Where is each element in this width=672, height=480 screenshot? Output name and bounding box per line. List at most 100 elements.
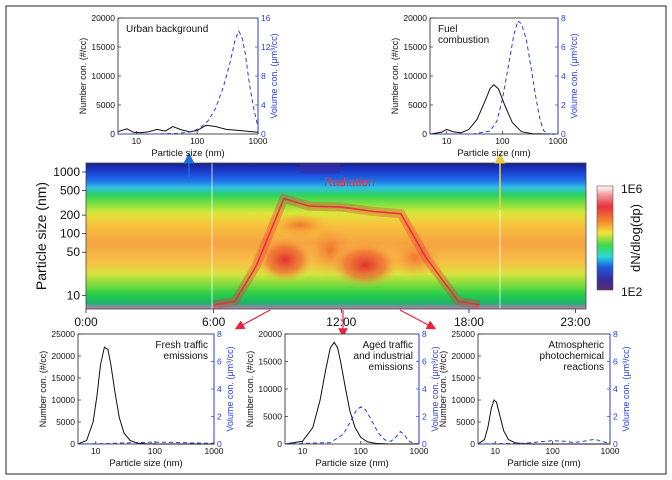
inset-right-tick-label: 6 xyxy=(217,357,222,367)
inset-frame xyxy=(429,17,559,135)
inset-right-axis-label: Volume con. (μm³/cc) xyxy=(225,346,235,431)
inset-number-series xyxy=(429,84,558,135)
inset-x-axis-label: Particle size (nm) xyxy=(151,148,224,159)
inset-fresh-traffic: 0 5000 10000 15000 20000 25000 0 2 4 6 8 10 100 1000 P… xyxy=(38,329,235,469)
main-y-tick-label: 200 xyxy=(60,208,80,222)
inset-aged-traffic: 0 5000 10000 15000 20000 0 2 4 6 8 10 100 1000 Partic… xyxy=(245,329,440,469)
inset-left-tick-label: 15000 xyxy=(258,357,282,367)
main-y-ticks: 10 50 100 200 500 1000 xyxy=(53,165,86,302)
heatmap-top-patch xyxy=(300,163,340,173)
main-y-tick-label: 500 xyxy=(60,184,80,198)
heatmap-hotspot xyxy=(257,238,313,282)
inset-left-tick-label: 10000 xyxy=(91,71,115,81)
inset-title: photochemical xyxy=(540,351,604,362)
inset-left-tick-label: 0 xyxy=(110,129,115,139)
inset-right-tick-label: 2 xyxy=(561,100,566,110)
inset-right-tick-label: 16 xyxy=(261,13,271,23)
inset-left-axis-label: Number con. (#/cc) xyxy=(245,351,255,428)
inset-x-tick-label: 100 xyxy=(354,446,368,456)
inset-fuel-combustion: 0 5000 10000 15000 20000 0 2 4 6 8 10 100 1000 Partic… xyxy=(390,13,579,159)
inset-right-tick-label: 2 xyxy=(422,412,427,422)
inset-left-tick-label: 20000 xyxy=(403,13,427,23)
inset-right-tick-label: 0 xyxy=(217,439,222,449)
inset-right-tick-label: 8 xyxy=(422,329,427,339)
inset-right-tick-label: 8 xyxy=(261,71,266,81)
arrow-photochemical xyxy=(399,309,437,330)
inset-right-tick-label: 4 xyxy=(261,100,266,110)
heatmap-hotspot xyxy=(389,238,441,278)
inset-left-tick-label: 5000 xyxy=(456,417,475,427)
inset-right-tick-label: 4 xyxy=(613,384,618,394)
main-x-tick-label: 12:00 xyxy=(326,315,356,329)
inset-frame xyxy=(284,333,420,445)
inset-frame xyxy=(477,333,611,445)
inset-left-tick-label: 0 xyxy=(422,129,427,139)
inset-x-tick-label: 10 xyxy=(491,446,501,456)
inset-title: Fresh traffic xyxy=(155,340,208,351)
inset-right-tick-label: 12 xyxy=(261,42,271,52)
inset-x-tick-label: 10 xyxy=(91,446,101,456)
inset-left-tick-label: 10000 xyxy=(51,395,75,405)
main-x-tick-label: 18:00 xyxy=(454,315,484,329)
inset-frame xyxy=(117,17,259,135)
inset-left-tick-label: 10000 xyxy=(258,384,282,394)
inset-right-tick-label: 4 xyxy=(217,384,222,394)
inset-x-tick-label: 10 xyxy=(132,136,142,146)
radiation-curve xyxy=(213,197,480,306)
inset-x-tick-label: 100 xyxy=(148,446,162,456)
inset-title: Fuel xyxy=(438,24,457,35)
inset-title: emissions xyxy=(164,351,208,362)
inset-right-tick-label: 2 xyxy=(613,412,618,422)
inset-x-tick-label: 1000 xyxy=(601,446,620,456)
inset-number-series xyxy=(77,346,214,445)
inset-photochemical: 0 5000 10000 15000 20000 25000 0 2 4 6 8 10 100 1000 P… xyxy=(438,329,631,469)
main-y-tick-label: 50 xyxy=(67,245,81,259)
inset-number-series xyxy=(477,399,610,445)
inset-right-tick-label: 0 xyxy=(613,439,618,449)
inset-right-tick-label: 0 xyxy=(561,129,566,139)
heatmap-frame xyxy=(85,162,587,310)
inset-right-tick-label: 6 xyxy=(422,357,427,367)
inset-title: Aged traffic xyxy=(363,340,413,351)
inset-left-tick-label: 5000 xyxy=(96,100,115,110)
inset-right-tick-label: 4 xyxy=(422,384,427,394)
inset-left-tick-label: 0 xyxy=(277,439,282,449)
inset-number-series xyxy=(117,124,259,134)
arrow-fresh-traffic xyxy=(234,309,271,330)
inset-right-axis-label: Volume con. (μm³/cc) xyxy=(569,33,579,118)
inset-right-tick-label: 0 xyxy=(261,129,266,139)
inset-x-tick-label: 1000 xyxy=(205,446,224,456)
colorbar xyxy=(596,185,614,291)
inset-x-tick-label: 100 xyxy=(546,446,560,456)
main-y-tick-label: 1000 xyxy=(53,165,80,179)
main-heatmap: Radiation Particle size (nm) 10 50 100 200 5… xyxy=(33,162,643,329)
inset-x-tick-label: 100 xyxy=(495,136,509,146)
inset-title: and industrial xyxy=(354,351,413,362)
inset-right-axis-label: Volume con. (μm³/cc) xyxy=(621,346,631,431)
colorbar-max-label: 1E6 xyxy=(621,182,643,196)
inset-title: reactions xyxy=(563,362,604,373)
inset-right-tick-label: 2 xyxy=(217,412,222,422)
inset-x-tick-label: 10 xyxy=(298,446,308,456)
inset-right-tick-label: 6 xyxy=(613,357,618,367)
inset-x-axis-label: Particle size (nm) xyxy=(457,148,530,159)
heatmap-hotspot xyxy=(270,213,330,237)
inset-right-axis-label: Volume con. (μm³/cc) xyxy=(269,33,279,118)
inset-x-axis-label: Particle size (nm) xyxy=(109,458,182,469)
main-y-tick-label: 10 xyxy=(67,288,81,302)
main-y-tick-label: 100 xyxy=(60,227,80,241)
inset-title: combustion xyxy=(438,35,489,46)
inset-left-tick-label: 20000 xyxy=(258,329,282,339)
colorbar-label: dN/dlog(dp) xyxy=(628,204,643,272)
inset-left-tick-label: 15000 xyxy=(403,42,427,52)
inset-volume-series xyxy=(477,438,611,445)
inset-right-tick-label: 4 xyxy=(561,71,566,81)
inset-left-tick-label: 5000 xyxy=(56,417,75,427)
inset-right-axis-label: Volume con. (μm³/cc) xyxy=(430,346,440,431)
inset-title: Urban background xyxy=(126,24,208,35)
main-x-tick-label: 6:00 xyxy=(202,315,226,329)
inset-left-tick-label: 20000 xyxy=(451,351,475,361)
inset-left-tick-label: 5000 xyxy=(408,100,427,110)
inset-volume-series xyxy=(430,20,558,135)
